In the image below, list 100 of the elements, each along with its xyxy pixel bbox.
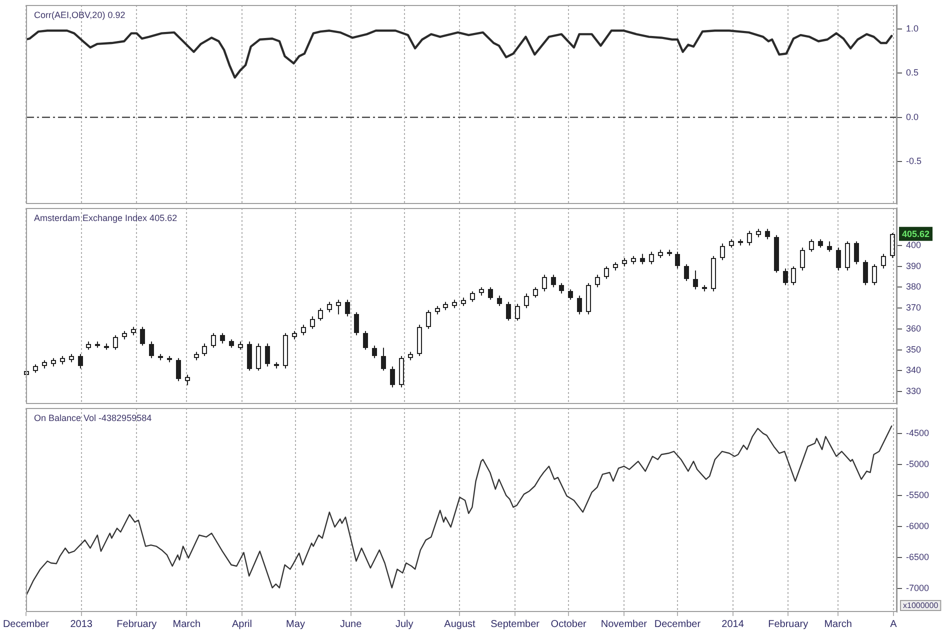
x-tick-label: February <box>116 618 157 630</box>
candlestick <box>533 286 538 298</box>
candlestick <box>783 268 788 286</box>
x-tick-label: August <box>444 618 476 630</box>
candlestick <box>836 247 841 272</box>
x-tick-label: March <box>824 618 852 630</box>
candlestick <box>640 253 645 265</box>
y-axis-title: x1000000 <box>903 601 939 610</box>
text: Corr(AEI,OBV,20) 0.92 <box>34 10 126 20</box>
annotation: 405.62 <box>902 228 930 239</box>
candlestick <box>417 324 422 357</box>
candlestick <box>399 356 404 388</box>
candlestick <box>256 343 261 372</box>
x-tick-label: March <box>172 618 201 630</box>
x-tick-label: June <box>340 618 362 630</box>
candlestick <box>113 334 118 350</box>
candlestick <box>95 340 100 348</box>
y-tick-label: 350 <box>906 344 922 354</box>
candlestick <box>194 351 199 361</box>
candlestick <box>613 262 618 272</box>
candlestick <box>693 270 698 290</box>
candlestick <box>667 249 672 256</box>
x-tick-label: A <box>890 618 898 630</box>
candlestick <box>524 292 529 309</box>
candlestick <box>818 238 823 248</box>
y-tick-label: -0.5 <box>906 156 922 166</box>
y-tick-label: -4500 <box>906 428 930 438</box>
candlestick <box>774 234 779 274</box>
x-tick-label: October <box>550 618 588 630</box>
x-tick-label: 2014 <box>722 618 744 630</box>
x-tick-label: November <box>600 618 648 630</box>
x-tick-label: April <box>232 618 252 630</box>
candlestick <box>586 282 591 315</box>
candlestick <box>140 326 145 346</box>
candlestick <box>881 253 886 269</box>
candlestick <box>202 343 207 357</box>
candlestick <box>274 362 279 370</box>
candlestick <box>42 360 47 370</box>
candlestick <box>479 286 484 296</box>
x-tick-label: February <box>768 618 808 630</box>
candlestick <box>738 238 743 246</box>
candlestick <box>238 340 243 350</box>
candlestick <box>327 301 332 313</box>
candlestick <box>408 351 413 361</box>
candlestick <box>69 353 74 363</box>
candlestick <box>845 240 850 272</box>
candlestick <box>247 340 252 372</box>
candlestick <box>149 340 154 359</box>
candlestick <box>675 251 680 269</box>
candlestick <box>890 232 895 259</box>
candlestick <box>658 249 663 259</box>
candlestick <box>720 242 725 261</box>
x-tick-label: September <box>490 618 540 630</box>
candlestick <box>292 330 297 340</box>
candlestick <box>872 264 877 286</box>
x-tick-label: July <box>395 618 414 630</box>
text: On Balance Vol -4382959584 <box>34 412 152 423</box>
x-tick-label: 2013 <box>70 618 93 630</box>
candlestick <box>559 282 564 294</box>
y-tick-label: 340 <box>906 365 922 376</box>
candlestick <box>363 330 368 350</box>
y-tick-label: -6000 <box>906 520 930 531</box>
candlestick <box>78 353 83 370</box>
candlestick <box>211 332 216 348</box>
candlestick <box>310 316 315 330</box>
candlestick <box>551 274 556 288</box>
candlestick <box>33 364 38 374</box>
candlestick <box>702 284 707 292</box>
candlestick <box>542 274 547 292</box>
candlestick <box>229 338 234 348</box>
candlestick <box>381 347 386 372</box>
candlestick <box>684 264 689 282</box>
candlestick <box>435 306 440 315</box>
candlestick <box>711 255 716 292</box>
candlestick <box>51 358 56 367</box>
candlestick <box>167 356 172 363</box>
candlestick <box>185 374 190 386</box>
candlestick <box>336 299 341 315</box>
y-tick-label: -6500 <box>906 552 930 562</box>
candlestick <box>577 295 582 315</box>
y-tick-label: 360 <box>906 323 922 334</box>
candlestick <box>372 345 377 359</box>
x-tick-label: December <box>2 618 50 630</box>
y-tick-label: -7000 <box>906 582 930 593</box>
candlestick <box>506 301 511 322</box>
y-tick-label: 1.0 <box>906 23 919 34</box>
candlestick <box>86 340 91 350</box>
candlestick <box>426 310 431 330</box>
candlestick <box>443 301 448 311</box>
candlestick <box>283 332 288 370</box>
candlestick <box>756 228 761 238</box>
candlestick <box>452 299 457 309</box>
candlestick <box>176 358 181 382</box>
candlestick <box>497 295 502 306</box>
candlestick <box>158 353 163 361</box>
candlestick <box>104 343 109 350</box>
candlestick <box>765 228 770 240</box>
candlestick <box>595 274 600 288</box>
candlestick <box>131 326 136 336</box>
y-tick-label: 0.5 <box>906 68 919 78</box>
